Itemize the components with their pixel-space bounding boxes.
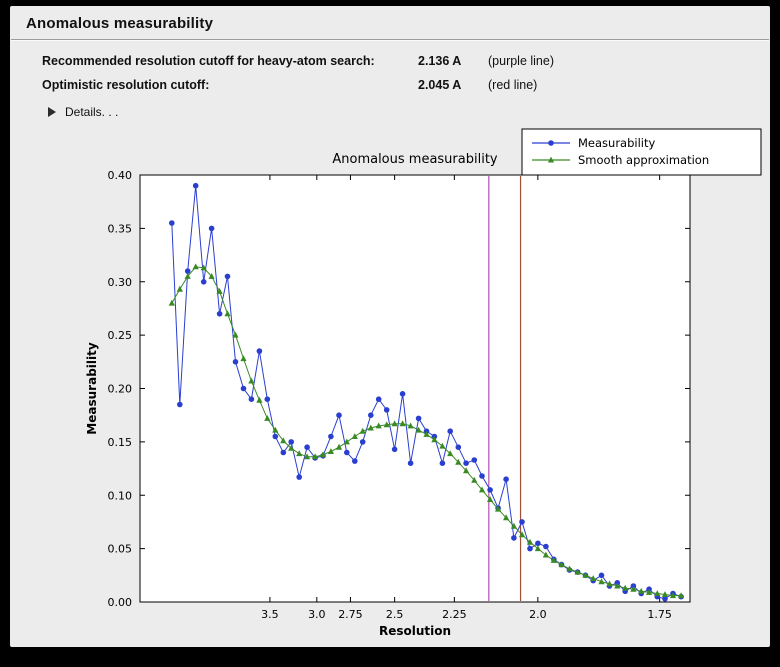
recommended-cutoff-label: Recommended resolution cutoff for heavy-… (42, 54, 375, 68)
recommended-cutoff-row: Recommended resolution cutoff for heavy-… (42, 54, 770, 68)
chart-legend: Measurability Smooth approximation (521, 128, 762, 176)
optimistic-cutoff-row: Optimistic resolution cutoff: 2.045 A (r… (42, 78, 770, 92)
y-tick-label: 0.40 (108, 169, 133, 182)
optimistic-cutoff-value: 2.045 A (418, 78, 462, 92)
y-tick-label: 0.10 (108, 489, 133, 502)
x-tick-label: 2.75 (338, 608, 363, 621)
x-tick-label: 2.0 (529, 608, 547, 621)
chart-title: Anomalous measurability (332, 152, 498, 167)
y-tick-label: 0.25 (108, 329, 133, 342)
x-tick-label: 2.25 (442, 608, 467, 621)
anomalous-measurability-panel: Anomalous measurability Recommended reso… (10, 6, 770, 647)
x-axis-label: Resolution (379, 624, 451, 638)
header-divider (11, 39, 769, 41)
y-axis-label: Measurability (85, 342, 99, 435)
recommended-cutoff-value: 2.136 A (418, 54, 462, 68)
y-tick-label: 0.15 (108, 436, 133, 449)
x-tick-label: 1.75 (647, 608, 672, 621)
y-tick-label: 0.20 (108, 383, 133, 396)
x-tick-label: 3.0 (308, 608, 326, 621)
y-tick-label: 0.05 (108, 543, 133, 556)
anomalous-measurability-chart: Anomalous measurability 0.00 0.05 0.10 0.15 0… (85, 128, 762, 638)
plot-area (139, 174, 691, 603)
cutoff-info: Recommended resolution cutoff for heavy-… (42, 54, 770, 92)
y-tick-label: 0.00 (108, 596, 133, 609)
x-tick-label: 3.5 (261, 608, 279, 621)
optimistic-cutoff-label: Optimistic resolution cutoff: (42, 78, 210, 92)
legend-label: Smooth approximation (578, 153, 709, 167)
recommended-cutoff-note: (purple line) (488, 54, 555, 68)
disclosure-triangle-icon (48, 107, 56, 117)
x-tick-label: 2.5 (386, 608, 404, 621)
smooth-approximation-markers (168, 263, 685, 599)
y-tick-label: 0.30 (108, 276, 133, 289)
details-toggle[interactable]: Details. . . (48, 105, 118, 119)
legend-label: Measurability (578, 136, 655, 150)
panel-title: Anomalous measurability (26, 15, 214, 32)
optimistic-cutoff-note: (red line) (488, 78, 538, 92)
details-label: Details. . . (65, 105, 119, 119)
y-tick-label: 0.35 (108, 222, 133, 235)
